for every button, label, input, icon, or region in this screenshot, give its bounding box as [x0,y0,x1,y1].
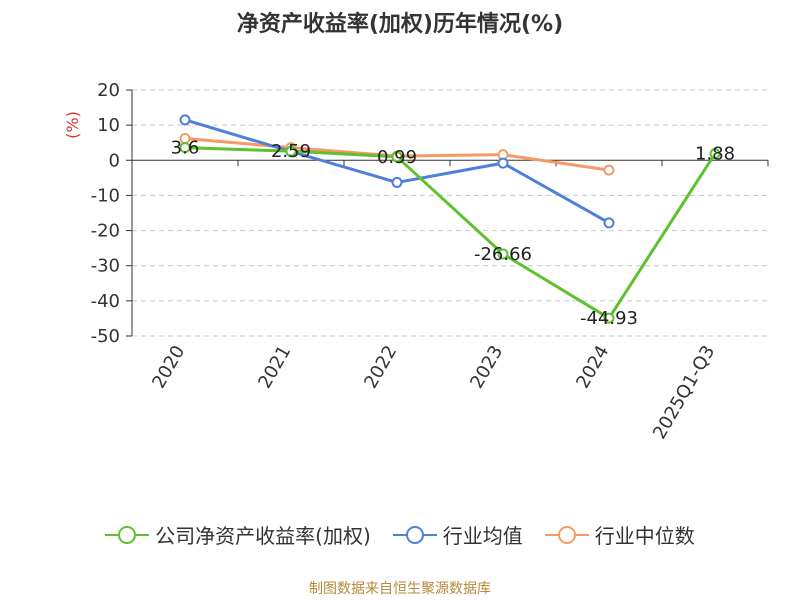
legend: 公司净资产收益率(加权) 行业均值 行业中位数 [0,520,800,549]
grid-lines [132,89,768,337]
x-tick-labels: 2020 2021 2022 2023 2024 2025Q1-Q3 [148,342,719,443]
axes [126,89,769,337]
data-label: -26.66 [474,244,532,265]
x-tick-label: 2020 [148,342,189,392]
legend-marker-company [105,525,150,544]
data-point-0 [285,145,297,157]
y-tick-label: -10 [91,185,120,206]
x-tick-label: 2022 [360,342,401,392]
y-axis-label: (%) [63,111,82,139]
legend-label-company: 公司净资产收益率(加权) [155,524,371,548]
x-tick-label: 2024 [572,342,613,392]
data-point-0 [179,142,191,154]
y-tick-label: 10 [97,115,120,136]
legend-item-industry-median[interactable]: 行业中位数 [544,520,695,549]
x-tick-label: 2021 [254,342,295,392]
x-tick-label: 2025Q1-Q3 [649,342,719,443]
series-lines [179,114,721,324]
source-note: 制图数据来自恒生聚源数据库 [309,581,491,597]
data-point-1 [497,157,509,169]
legend-item-industry-mean[interactable]: 行业均值 [392,520,523,549]
data-point-0 [709,148,721,160]
data-point-1 [603,217,615,229]
data-labels: 3.6 2.59 0.99 -26.66 -44.93 1.88 [171,138,735,330]
y-tick-label: -50 [91,326,120,347]
legend-item-company[interactable]: 公司净资产收益率(加权) [105,520,371,549]
y-tick-label: 20 [97,80,120,101]
data-point-1 [179,114,191,126]
chart-title: 净资产收益率(加权)历年情况(%) [236,12,564,37]
y-tick-label: -40 [91,291,120,312]
y-tick-label: 0 [109,150,120,171]
data-point-1 [391,176,403,188]
y-tick-label: -30 [91,256,120,277]
series-line-1 [184,118,610,225]
y-tick-label: -20 [91,221,120,242]
data-point-0 [497,248,509,260]
x-tick-label: 2023 [466,342,507,392]
legend-marker-industry-mean [392,525,437,544]
legend-label-industry-mean: 行业均值 [442,524,523,548]
series-line-0 [184,146,717,321]
data-point-0 [603,312,615,324]
data-label: 1.88 [695,144,735,165]
data-point-2 [603,164,615,176]
data-label: 2.59 [271,141,311,162]
data-label: 0.99 [377,147,417,168]
legend-label-industry-median: 行业中位数 [594,524,695,548]
legend-marker-industry-median [544,525,589,544]
data-point-0 [391,151,403,163]
data-label: -44.93 [580,308,638,329]
y-tick-labels: 20 10 0 -10 -20 -30 -40 -50 [91,80,120,347]
data-label: 3.6 [171,138,200,159]
